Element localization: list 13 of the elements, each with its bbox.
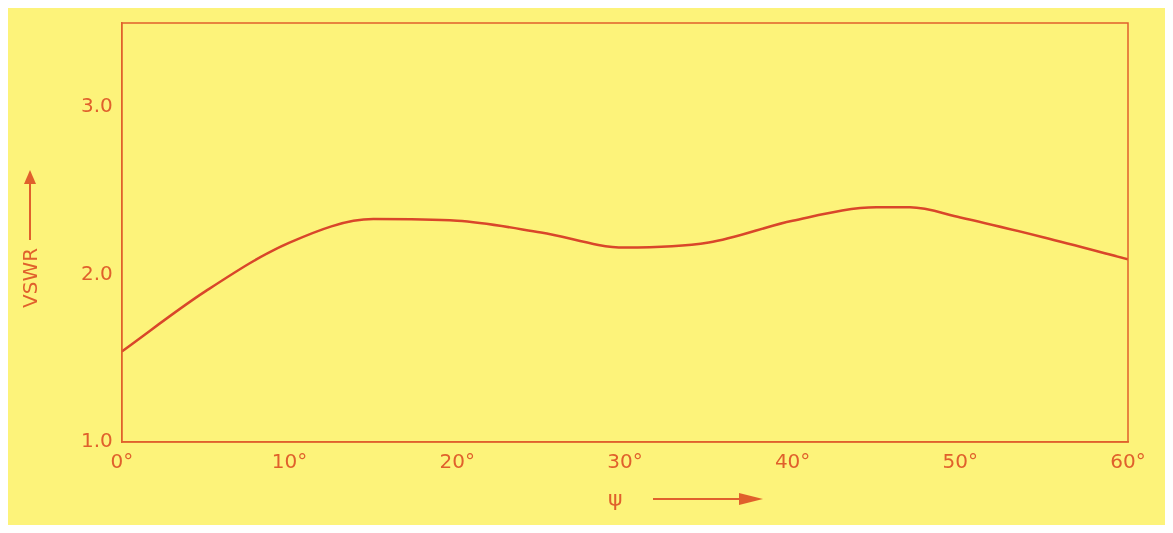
y-axis-title: VSWR <box>18 247 42 308</box>
y-tick-label: 3.0 <box>80 93 113 117</box>
x-tick-label: 50° <box>942 449 979 474</box>
x-tick-label: 40° <box>774 449 811 474</box>
x-axis-title: ψ <box>608 486 623 511</box>
y-tick-label: 1.0 <box>80 428 113 453</box>
line-series <box>121 206 1128 353</box>
x-tick-label: 60° <box>1110 449 1146 474</box>
y-tick-label: 2.0 <box>80 260 113 285</box>
x-tick-label: 10° <box>271 449 308 474</box>
x-tick-label: 30° <box>607 449 643 474</box>
x-tick-label: 20° <box>439 449 475 474</box>
x-tick-label: 0° <box>110 449 134 474</box>
